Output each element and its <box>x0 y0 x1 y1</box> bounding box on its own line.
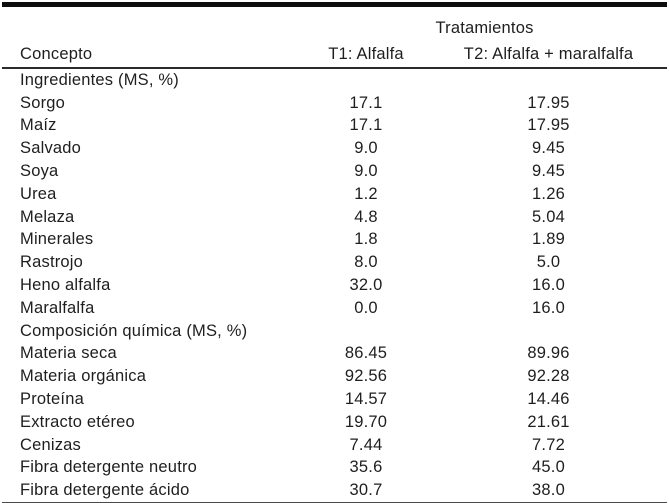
row-t1-value: 14.57 <box>344 390 388 409</box>
row-t2-value: 89.96 <box>527 344 570 363</box>
row-t2-value: 5.04 <box>532 207 565 226</box>
row-concept: Materia orgánica <box>20 367 147 386</box>
table-body: Ingredientes (MS, %) Sorgo 17.1 17.95 Ma… <box>2 68 667 503</box>
row-t2-value: 7.72 <box>532 435 565 454</box>
row-concept: Melaza <box>20 207 75 226</box>
row-t1-value: 9.0 <box>354 139 378 158</box>
row-concept: Minerales <box>20 230 94 249</box>
table-row: Rastrojo 8.0 5.0 <box>2 251 667 274</box>
row-t1-value: 32.0 <box>349 276 383 295</box>
section-title: Composición química (MS, %) <box>20 321 248 340</box>
column-header-t1: T1: Alfalfa <box>302 39 430 69</box>
row-t1-value: 17.1 <box>349 116 383 135</box>
row-concept: Materia seca <box>20 344 117 363</box>
row-t1-value: 0.0 <box>354 298 378 317</box>
row-t2-value: 1.89 <box>532 230 565 249</box>
row-t2-value: 9.45 <box>532 139 565 158</box>
row-concept: Soya <box>20 162 59 181</box>
table-row: Melaza 4.8 5.04 <box>2 206 667 229</box>
table-row: Fibra detergente neutro 35.6 45.0 <box>2 457 667 480</box>
row-t1-value: 8.0 <box>354 253 378 272</box>
table-row: Soya 9.0 9.45 <box>2 160 667 183</box>
row-concept: Fibra detergente neutro <box>20 458 198 477</box>
row-t2-value: 17.95 <box>527 93 570 112</box>
row-t2-value: 45.0 <box>532 458 565 477</box>
row-concept: Urea <box>20 184 57 203</box>
row-concept: Fibra detergente ácido <box>20 481 190 500</box>
row-concept: Proteína <box>20 390 84 409</box>
row-t2-value: 14.46 <box>527 390 570 409</box>
row-t1-value: 19.70 <box>344 412 388 431</box>
column-header-concepto: Concepto <box>2 39 302 69</box>
row-t1-value: 9.0 <box>354 162 378 181</box>
table-row: Heno alfalfa 32.0 16.0 <box>2 274 667 297</box>
row-t1-value: 7.44 <box>349 435 383 454</box>
table-row: Salvado 9.0 9.45 <box>2 137 667 160</box>
table-row: Fibra detergente ácido 30.7 38.0 <box>2 479 667 503</box>
row-t2-value: 9.45 <box>532 162 565 181</box>
row-concept: Sorgo <box>20 93 66 112</box>
table-row: Minerales 1.8 1.89 <box>2 229 667 252</box>
column-header-t2: T2: Alfalfa + maralfalfa <box>430 39 668 69</box>
section-title: Ingredientes (MS, %) <box>20 70 179 89</box>
row-t2-value: 16.0 <box>532 298 565 317</box>
row-concept: Maíz <box>20 116 57 135</box>
row-concept: Heno alfalfa <box>20 276 111 295</box>
row-t2-value: 16.0 <box>532 276 565 295</box>
row-t1-value: 1.2 <box>354 184 378 203</box>
section-header-row: Ingredientes (MS, %) <box>2 68 667 92</box>
row-t2-value: 17.95 <box>527 116 570 135</box>
table-row: Proteína 14.57 14.46 <box>2 388 667 411</box>
header-columns-row: Concepto T1: Alfalfa T2: Alfalfa + maral… <box>2 39 668 69</box>
row-concept: Rastrojo <box>20 253 84 272</box>
table-row: Materia orgánica 92.56 92.28 <box>2 365 667 388</box>
row-t1-value: 4.8 <box>354 207 378 226</box>
row-t2-value: 5.0 <box>536 253 561 272</box>
header-empty-cell <box>2 5 302 40</box>
table-row: Sorgo 17.1 17.95 <box>2 92 667 115</box>
table-row: Extracto etéreo 19.70 21.61 <box>2 411 667 434</box>
row-t1-value: 86.45 <box>344 344 388 363</box>
row-t1-value: 35.6 <box>349 458 383 477</box>
header-group-row: Tratamientos <box>2 5 667 40</box>
row-t2-value: 92.28 <box>527 367 570 386</box>
row-concept: Maralfalfa <box>20 298 95 317</box>
table-header: Tratamientos Concepto T1: Alfalfa T2: Al… <box>2 5 668 69</box>
row-t1-value: 1.8 <box>354 230 378 249</box>
row-t1-value: 92.56 <box>344 367 388 386</box>
row-t1-value: 30.7 <box>349 481 383 500</box>
row-t1-value: 17.1 <box>349 93 383 112</box>
table-row: Maíz 17.1 17.95 <box>2 115 667 138</box>
table-row: Cenizas 7.44 7.72 <box>2 434 667 457</box>
table-row: Maralfalfa 0.0 16.0 <box>2 297 667 320</box>
row-t2-value: 21.61 <box>527 412 570 431</box>
section-header-row: Composición química (MS, %) <box>2 320 667 343</box>
row-concept: Salvado <box>20 139 82 158</box>
row-concept: Cenizas <box>20 435 82 454</box>
row-t2-value: 1.26 <box>532 184 565 203</box>
header-group-label: Tratamientos <box>435 19 534 37</box>
table-row: Urea 1.2 1.26 <box>2 183 667 206</box>
row-concept: Extracto etéreo <box>20 412 135 431</box>
table-row: Materia seca 86.45 89.96 <box>2 343 667 366</box>
row-t2-value: 38.0 <box>532 481 565 500</box>
